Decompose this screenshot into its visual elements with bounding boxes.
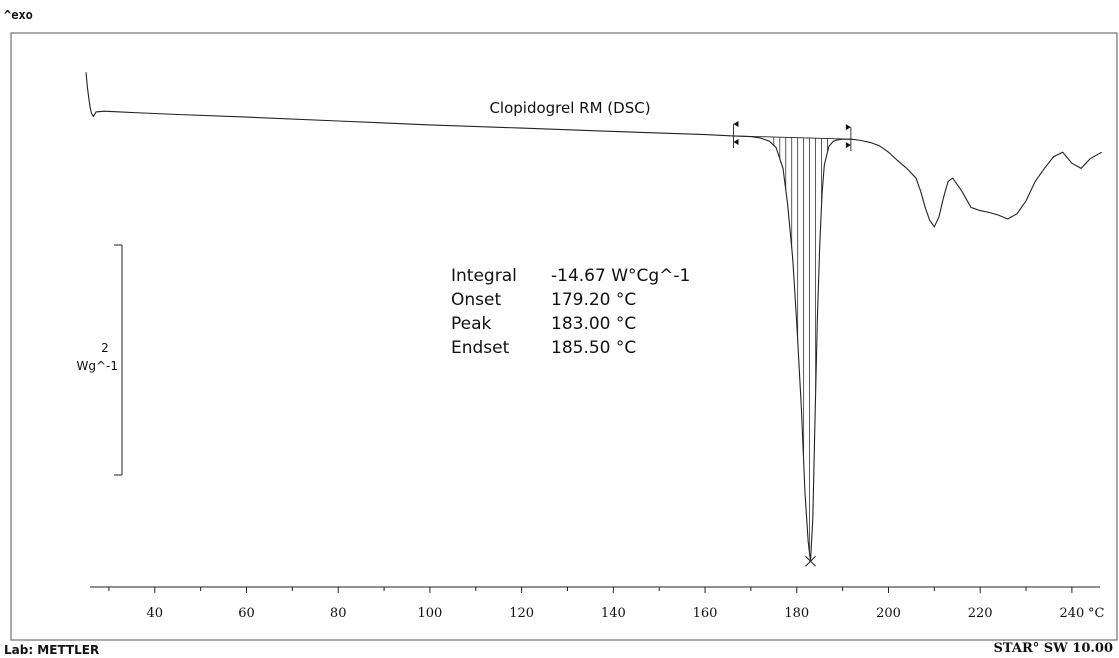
x-tick-label: 100: [418, 606, 443, 621]
annotation-endset-name: Endset: [451, 338, 510, 358]
x-axis-ticks: 40 60 80 100 120 140 160 180 200 220 240: [108, 587, 1084, 621]
annotation-integral-name: Integral: [451, 266, 517, 286]
plot-frame: [10, 32, 1118, 641]
x-tick-label: 160: [693, 606, 718, 621]
lab-label: Lab: METTLER: [4, 643, 99, 657]
annotation-onset-value: 179.20 °C: [551, 290, 636, 310]
x-tick-label: 60: [238, 606, 255, 621]
annotation-block: Integral -14.67 W°Cg^-1 Onset 179.20 °C …: [451, 266, 690, 358]
annotation-onset-name: Onset: [451, 290, 501, 310]
x-tick-label: 40: [147, 606, 164, 621]
x-tick-label: 140: [601, 606, 626, 621]
x-tick-label: 220: [968, 606, 993, 621]
annotation-integral-value: -14.67 W°Cg^-1: [551, 266, 690, 286]
integration-limit-end: [845, 124, 852, 152]
annotation-peak-name: Peak: [451, 314, 492, 334]
integration-baseline: [733, 135, 851, 140]
x-tick-label: 120: [509, 606, 534, 621]
x-tick-label: 200: [876, 606, 901, 621]
annotation-peak-value: 183.00 °C: [551, 314, 636, 334]
x-axis-unit: °C: [1088, 606, 1105, 621]
scale-bar-value-label: 2: [101, 341, 109, 355]
dsc-curve: [85, 72, 1102, 562]
chart-title: Clopidogrel RM (DSC): [489, 99, 650, 117]
x-tick-label: 80: [330, 606, 347, 621]
integration-hatching: [773, 137, 828, 554]
annotation-endset-value: 185.50 °C: [551, 338, 636, 358]
x-tick-label: 240: [1059, 606, 1084, 621]
scale-bar: 2 Wg^-1: [76, 244, 123, 476]
software-label: STAR° SW 10.00: [994, 641, 1114, 656]
x-tick-label: 180: [784, 606, 809, 621]
peak-marker: [805, 555, 816, 567]
scale-bar-unit-label: Wg^-1: [76, 359, 118, 373]
exo-label: ^exo: [4, 8, 33, 22]
x-axis: 40 60 80 100 120 140 160 180 200 220 240 °C: [90, 586, 1105, 621]
integration-limit-start: [733, 120, 739, 148]
